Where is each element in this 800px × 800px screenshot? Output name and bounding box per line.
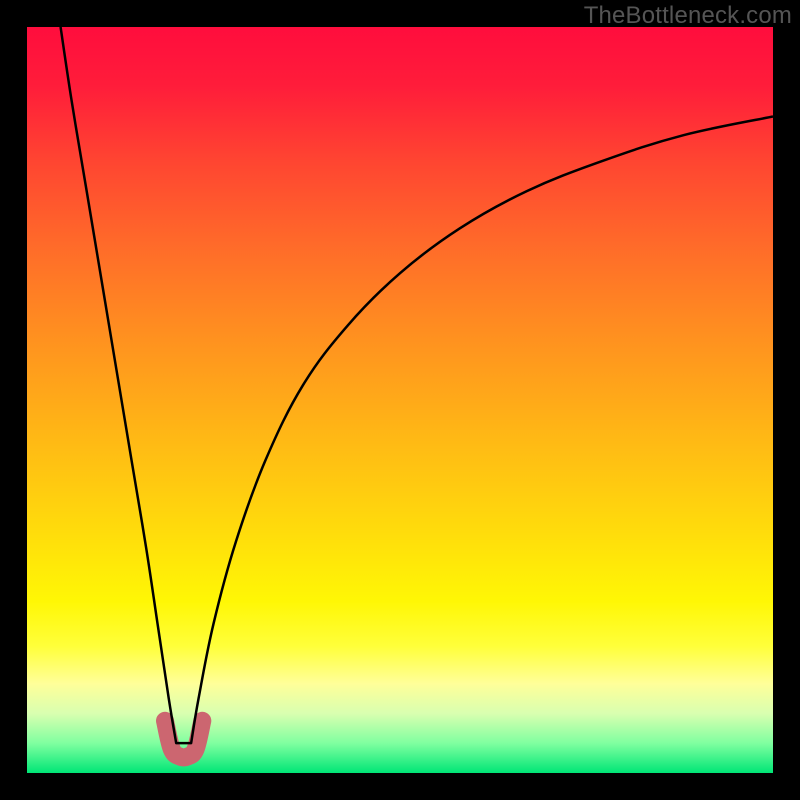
watermark-text: TheBottleneck.com xyxy=(584,2,792,30)
bottleneck-chart xyxy=(0,0,800,800)
chart-stage: TheBottleneck.com xyxy=(0,0,800,800)
plot-background xyxy=(27,27,773,773)
